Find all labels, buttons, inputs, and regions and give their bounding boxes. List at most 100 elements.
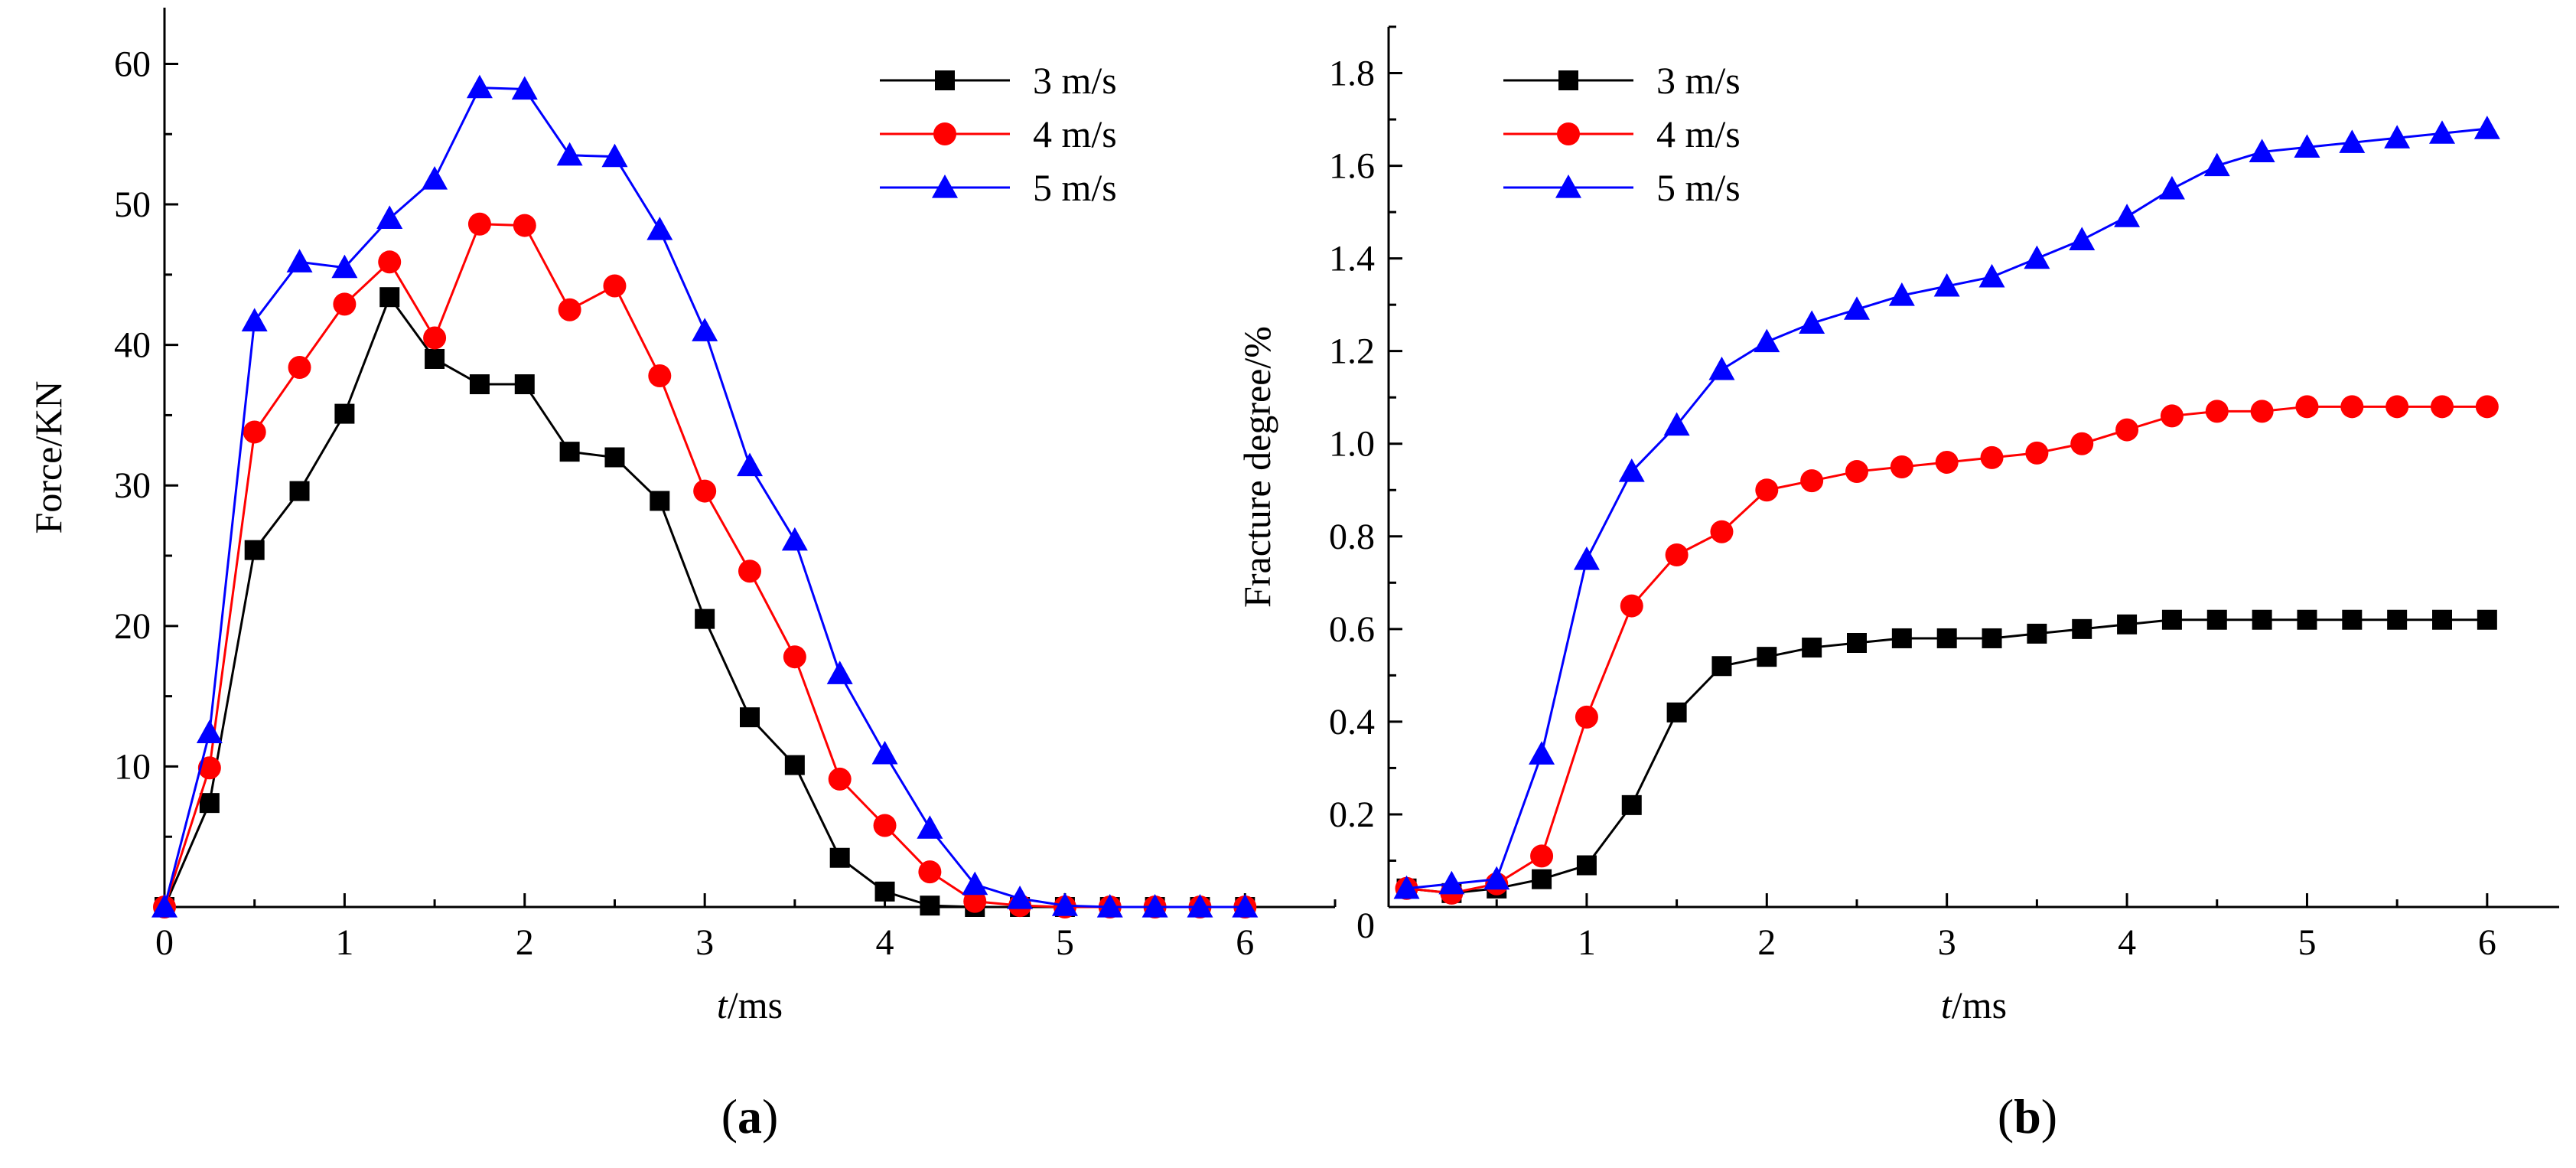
data-point (286, 249, 313, 272)
y-tick-label: 1.4 (1329, 239, 1375, 279)
data-point (783, 645, 806, 669)
data-point (425, 348, 445, 369)
data-point (963, 889, 987, 913)
data-point (2342, 609, 2363, 630)
data-point (199, 793, 220, 814)
x-tick-label: 3 (1938, 922, 1956, 963)
legend-marker (932, 175, 958, 198)
legend-label: 3 m/s (1656, 59, 1741, 102)
y-tick-label: 20 (114, 606, 151, 647)
data-point (1007, 885, 1034, 909)
data-point (2297, 609, 2317, 630)
data-point (559, 442, 580, 462)
data-point (1438, 870, 1465, 895)
data-point (2387, 609, 2408, 630)
data-point (1936, 628, 1957, 648)
x-tick-label: 6 (1236, 922, 1254, 963)
data-point (379, 287, 400, 308)
series-line (1406, 405, 2487, 895)
data-point (693, 479, 717, 503)
series-line (1406, 618, 2487, 895)
legend-marker (1555, 175, 1581, 198)
chart-panel-a: 0 1 2 3 4 5 6 10 20 30 40 50 60 t/ms Force/KN 3 m/s 4 m/… (27, 8, 1337, 1144)
data-point (1618, 458, 1645, 482)
y-tick-label: 50 (114, 184, 151, 225)
legend-entry: 4 m/s (880, 113, 1117, 155)
data-point (650, 491, 670, 511)
legend-entry: 5 m/s (880, 166, 1117, 209)
data-point (2158, 175, 2185, 200)
y-tick-label: 1.8 (1329, 54, 1375, 94)
x-tick-label: 3 (695, 922, 714, 963)
legend-label: 3 m/s (1033, 59, 1117, 102)
data-point (1141, 894, 1168, 918)
x-tick-label: 4 (2118, 922, 2136, 963)
data-point (511, 76, 538, 100)
data-point (2477, 609, 2497, 630)
data-point (1754, 328, 1780, 353)
data-point (241, 308, 268, 332)
data-point (2431, 395, 2454, 419)
data-point (692, 318, 718, 341)
data-point (469, 374, 490, 395)
series-5-m-s (1393, 116, 2500, 899)
data-point (1051, 892, 1078, 916)
data-point (2070, 432, 2094, 455)
data-point (288, 356, 311, 379)
x-tick-label: 1 (1578, 922, 1596, 963)
data-point (289, 481, 310, 501)
data-point (1711, 656, 1732, 677)
legend-entry: 3 m/s (1503, 59, 1741, 102)
data-point (1576, 855, 1597, 876)
legend-label: 4 m/s (1656, 113, 1741, 155)
data-point (1755, 478, 1779, 502)
data-point (1933, 272, 1960, 297)
data-point (1573, 546, 1600, 570)
data-point (422, 165, 448, 190)
y-tick-label: 1.6 (1329, 146, 1375, 187)
data-point (1978, 263, 2005, 288)
data-point (829, 847, 850, 868)
data-point (2432, 609, 2452, 630)
data-point (1708, 356, 1735, 380)
x-tick-label: 2 (1757, 922, 1776, 963)
data-point (740, 707, 760, 728)
legend-label: 5 m/s (1033, 166, 1117, 209)
data-point (784, 755, 805, 775)
data-point (828, 767, 852, 791)
data-point (1888, 282, 1915, 306)
data-point (1621, 794, 1642, 815)
y-tick-label: 30 (114, 465, 151, 506)
y-tick-label: 60 (114, 44, 151, 84)
data-point (244, 540, 265, 560)
data-point (378, 250, 402, 274)
data-point (1532, 869, 1552, 889)
data-point (333, 292, 357, 316)
data-point (514, 374, 535, 395)
series-line (163, 295, 1246, 909)
data-point (151, 894, 177, 918)
legend-label: 4 m/s (1033, 113, 1117, 155)
data-point (513, 214, 536, 237)
panel-label: (a) (721, 1089, 779, 1144)
legend-entry: 4 m/s (1503, 113, 1741, 155)
x-axis-title: t/ms (1941, 984, 2007, 1026)
data-point (1710, 520, 1734, 543)
data-point (1800, 469, 1824, 493)
legend-label: 5 m/s (1656, 166, 1741, 209)
data-point (2249, 139, 2275, 163)
data-point (1666, 702, 1687, 723)
x-tick-label: 5 (2298, 922, 2316, 963)
y-tick-label: 1.2 (1329, 331, 1375, 372)
data-point (1802, 638, 1822, 658)
panel-label: (b) (1998, 1089, 2057, 1144)
data-point (1529, 741, 1555, 765)
data-point (558, 298, 581, 321)
data-point (1847, 633, 1867, 653)
legend-marker (933, 122, 956, 145)
data-point (376, 205, 403, 229)
data-point (1483, 866, 1510, 890)
data-point (1393, 875, 1420, 899)
data-point (1757, 647, 1777, 667)
data-point (1187, 894, 1213, 918)
